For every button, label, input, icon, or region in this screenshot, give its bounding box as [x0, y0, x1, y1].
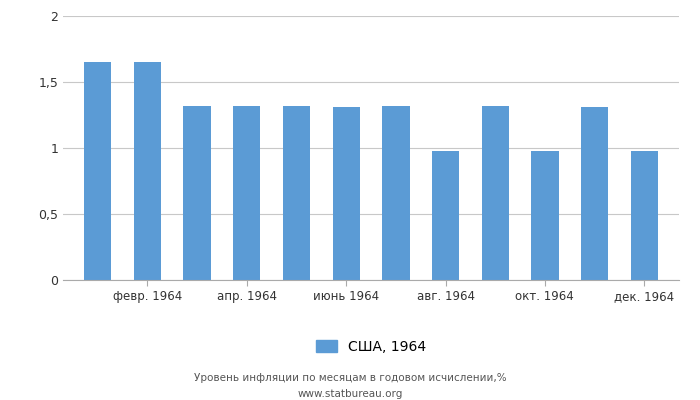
Bar: [233, 106, 260, 280]
Bar: [283, 106, 310, 280]
Legend: США, 1964: США, 1964: [310, 334, 432, 360]
Bar: [482, 106, 509, 280]
Bar: [183, 106, 211, 280]
Bar: [332, 107, 360, 280]
Text: www.statbureau.org: www.statbureau.org: [298, 389, 402, 399]
Bar: [631, 151, 658, 280]
Bar: [84, 62, 111, 280]
Text: Уровень инфляции по месяцам в годовом исчислении,%: Уровень инфляции по месяцам в годовом ис…: [194, 373, 506, 383]
Bar: [531, 151, 559, 280]
Bar: [382, 106, 410, 280]
Bar: [581, 107, 608, 280]
Bar: [432, 151, 459, 280]
Bar: [134, 62, 161, 280]
